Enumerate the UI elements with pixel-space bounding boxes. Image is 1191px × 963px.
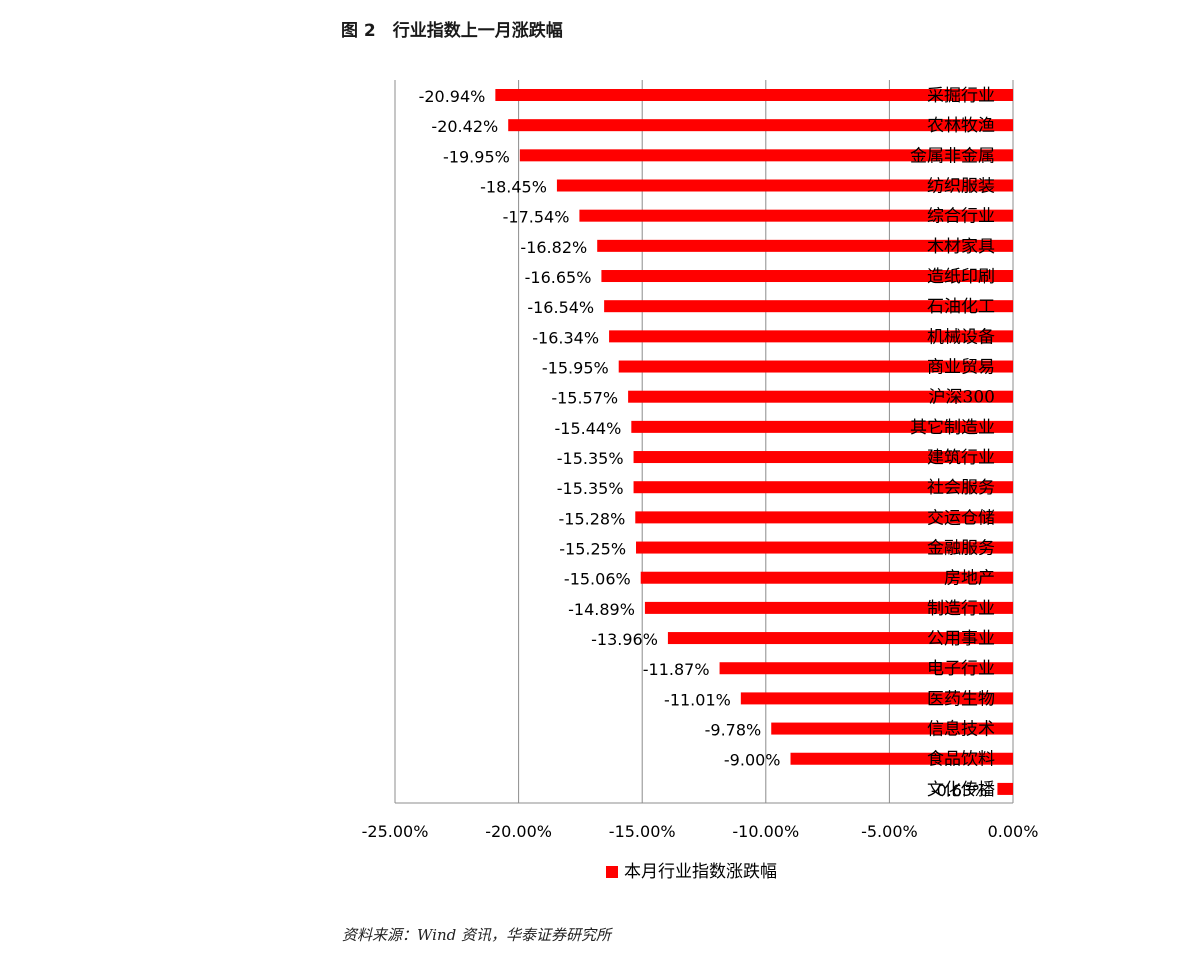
value-label: -15.25% <box>559 540 626 559</box>
bar <box>508 119 1013 132</box>
category-label: 其它制造业 <box>910 418 995 438</box>
bar <box>740 692 1013 705</box>
bar <box>633 481 1013 494</box>
bar <box>790 752 1013 765</box>
source-note: 资料来源：Wind 资讯，华泰证券研究所 <box>342 926 611 944</box>
category-label: 建筑行业 <box>927 448 995 468</box>
value-label: -20.42% <box>431 117 498 136</box>
category-label: 机械设备 <box>927 327 995 347</box>
bar <box>604 300 1013 313</box>
bar <box>601 270 1013 283</box>
bar <box>633 451 1013 464</box>
legend-swatch <box>606 866 618 878</box>
value-label: -16.54% <box>527 298 594 317</box>
category-label: 交运仓储 <box>927 508 995 528</box>
value-label: -20.94% <box>419 87 486 106</box>
bar <box>609 330 1013 343</box>
bar <box>640 571 1013 584</box>
category-label: 石油化工 <box>927 297 995 317</box>
value-label: -15.57% <box>551 389 618 408</box>
value-label: -16.34% <box>532 328 599 347</box>
category-label: 医药生物 <box>927 689 995 709</box>
bars <box>495 89 1014 795</box>
value-label: -9.78% <box>705 721 762 740</box>
bar <box>667 632 1013 645</box>
category-label: 公用事业 <box>927 629 995 649</box>
category-label: 电子行业 <box>927 659 995 679</box>
category-label: 造纸印刷 <box>927 267 995 287</box>
category-label: 食品饮料 <box>927 750 995 770</box>
value-label: -15.28% <box>558 509 625 528</box>
figure-caption: 图 2 行业指数上一月涨跌幅 <box>341 21 563 41</box>
bar <box>579 209 1013 222</box>
x-tick-label: 0.00% <box>988 822 1039 841</box>
bar <box>519 149 1013 162</box>
category-label: 社会服务 <box>927 478 995 498</box>
legend: 本月行业指数涨跌幅 <box>606 862 777 882</box>
category-label: 纺织服装 <box>927 177 995 197</box>
bar <box>597 239 1013 252</box>
bar <box>556 179 1013 192</box>
x-tick-label: -10.00% <box>732 822 799 841</box>
bar <box>997 782 1013 795</box>
bar <box>636 541 1013 554</box>
value-labels: -20.94% -20.42% -19.95% -18.45% -17.54% -16.8… <box>419 87 988 800</box>
bar <box>719 662 1013 675</box>
x-tick-label: -5.00% <box>861 822 918 841</box>
value-label: -16.65% <box>525 268 592 287</box>
grid-lines <box>394 80 1014 804</box>
category-label: 商业贸易 <box>927 358 995 378</box>
category-label: 沪深300 <box>929 388 995 408</box>
category-label: 金融服务 <box>927 539 995 559</box>
value-label: -9.00% <box>724 751 781 770</box>
value-label: -14.89% <box>568 600 635 619</box>
category-label: 制造行业 <box>927 599 995 619</box>
category-label: 文化传播 <box>927 780 995 800</box>
value-label: -16.82% <box>520 238 587 257</box>
value-label: -15.35% <box>557 449 624 468</box>
bar <box>631 420 1013 433</box>
category-label: 综合行业 <box>927 207 995 227</box>
bar <box>644 601 1013 614</box>
value-label: -13.96% <box>591 630 658 649</box>
bar <box>771 722 1013 735</box>
value-label: -0.63% <box>931 781 988 800</box>
bar <box>495 89 1014 101</box>
bar <box>635 511 1013 524</box>
value-label: -15.35% <box>557 479 624 498</box>
value-label: -11.87% <box>643 660 710 679</box>
category-label: 金属非金属 <box>910 146 995 166</box>
value-label: -19.95% <box>443 147 510 166</box>
value-label: -17.54% <box>503 208 570 227</box>
category-label: 房地产 <box>944 569 995 589</box>
x-tick-label: -25.00% <box>362 822 429 841</box>
x-tick-label: -20.00% <box>485 822 552 841</box>
category-label: 采掘行业 <box>927 86 995 106</box>
value-label: -18.45% <box>480 178 547 197</box>
x-tick-label: -15.00% <box>609 822 676 841</box>
value-label: -15.44% <box>555 419 622 438</box>
value-label: -15.06% <box>564 570 631 589</box>
value-label: -15.95% <box>542 359 609 378</box>
category-labels: 采掘行业农林牧渔金属非金属纺织服装综合行业木材家具造纸印刷石油化工机械设备商业贸… <box>910 86 995 800</box>
value-label: -11.01% <box>664 690 731 709</box>
bar <box>618 360 1013 373</box>
category-label: 农林牧渔 <box>927 116 995 136</box>
bar <box>628 390 1013 403</box>
category-label: 木材家具 <box>927 237 995 257</box>
category-label: 信息技术 <box>927 720 995 740</box>
legend-label: 本月行业指数涨跌幅 <box>624 862 777 882</box>
x-axis-tick-labels: -25.00% -20.00% -15.00% -10.00% -5.00% 0.00% <box>362 822 1039 841</box>
